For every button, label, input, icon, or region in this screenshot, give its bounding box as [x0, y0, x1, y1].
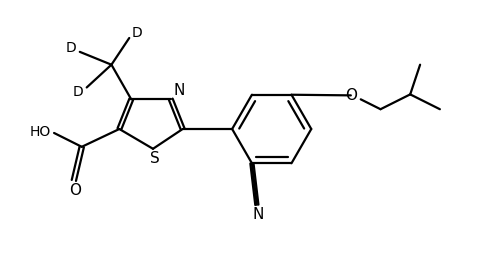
Text: D: D [132, 26, 142, 40]
Text: D: D [65, 41, 76, 55]
Text: N: N [173, 83, 184, 98]
Text: HO: HO [30, 125, 51, 139]
Text: O: O [69, 183, 81, 198]
Text: S: S [150, 151, 160, 166]
Text: D: D [72, 85, 83, 99]
Text: N: N [252, 207, 263, 222]
Text: O: O [344, 88, 356, 103]
